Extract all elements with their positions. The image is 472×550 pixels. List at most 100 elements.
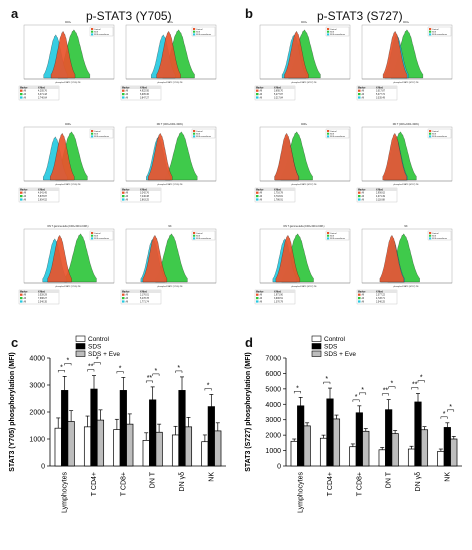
stats-gate: All bbox=[126, 198, 129, 201]
legend-swatch bbox=[327, 237, 330, 240]
stats-swatch bbox=[256, 297, 259, 300]
x-tick-label: Lymphocytes bbox=[62, 472, 69, 513]
significance-mark: * bbox=[67, 357, 70, 364]
significance-mark: ** bbox=[88, 364, 94, 371]
stats-swatch bbox=[256, 96, 259, 99]
stats-header-marker: Marker bbox=[358, 87, 366, 89]
stats-value: 2,654.52 bbox=[38, 199, 48, 201]
significance-bracket bbox=[359, 392, 367, 395]
panel-a-title: p-STAT3 (Y705) bbox=[86, 9, 172, 23]
legend-swatch bbox=[193, 130, 196, 132]
panel-d-letter: d bbox=[245, 335, 253, 350]
bar bbox=[67, 421, 75, 467]
histogram-peak bbox=[50, 31, 76, 79]
histogram-xlabel: phospho-STAT3 (S727) PE bbox=[394, 183, 420, 186]
stats-header-bg bbox=[255, 188, 295, 191]
legend-swatch bbox=[193, 232, 196, 234]
legend-swatch bbox=[429, 33, 432, 36]
legend-box bbox=[191, 128, 216, 139]
stats-value: 3,335.49 bbox=[376, 97, 386, 99]
y-tick-label: 2000 bbox=[29, 410, 45, 417]
legend-box bbox=[89, 26, 114, 37]
legend-label: SDS+everolimus bbox=[432, 34, 447, 36]
significance-mark: * bbox=[177, 365, 180, 372]
legend-label: SDS + Eve bbox=[324, 351, 356, 358]
stats-gate: All bbox=[362, 96, 365, 99]
legend-swatch bbox=[429, 28, 432, 30]
stats-swatch bbox=[122, 96, 125, 99]
legend-label: Control bbox=[88, 336, 110, 343]
stats-gate: All bbox=[24, 192, 27, 195]
legend-label: SDS bbox=[94, 236, 99, 238]
stats-value: 4,728.71 bbox=[376, 298, 386, 300]
histogram-peak bbox=[284, 31, 309, 79]
legend-label: SDS+everolimus bbox=[330, 238, 345, 240]
legend-label: SDS+everolimus bbox=[196, 238, 211, 240]
significance-mark: * bbox=[355, 394, 358, 401]
legend-swatch bbox=[429, 30, 432, 33]
legend-label: SDS bbox=[196, 236, 201, 238]
stats-header-xmed: X-Med bbox=[38, 291, 45, 293]
stats-header-xmed: X-Med bbox=[38, 189, 45, 191]
y-tick-label: 3000 bbox=[29, 383, 45, 390]
stats-gate: All bbox=[24, 297, 27, 300]
legend-label: SDS+everolimus bbox=[196, 34, 211, 36]
bar bbox=[355, 412, 363, 467]
stats-swatch bbox=[20, 191, 23, 194]
bar bbox=[326, 398, 334, 467]
y-tick-label: 7000 bbox=[265, 356, 281, 363]
stats-value: 2,863.25 bbox=[140, 199, 150, 201]
stats-gate: All bbox=[126, 96, 129, 99]
histogram-tile: DN T (CD3+/CD4-/CD8-) Control SDS SDS+evero… bbox=[356, 122, 456, 214]
stats-header-xmed: X-Med bbox=[274, 87, 281, 89]
panel-b-title: p-STAT3 (S727) bbox=[317, 9, 403, 23]
histogram-title: CD4+ bbox=[167, 21, 174, 24]
legend-swatch bbox=[327, 132, 330, 135]
legend-swatch bbox=[91, 30, 94, 33]
stats-value: 5,377.72 bbox=[376, 94, 386, 96]
panel-a-letter: a bbox=[11, 6, 19, 21]
stats-swatch bbox=[20, 198, 23, 201]
legend-swatch bbox=[429, 135, 432, 138]
legend-label: SDS + Eve bbox=[88, 351, 120, 358]
histogram-xlabel: phospho-STAT3 (S727) PE bbox=[292, 285, 318, 288]
legend-swatch bbox=[327, 232, 330, 234]
stats-gate: All bbox=[24, 96, 27, 99]
stats-gate: All bbox=[362, 294, 365, 297]
stats-value: 3,528.29 bbox=[38, 295, 48, 297]
bar bbox=[407, 448, 416, 467]
stats-swatch bbox=[20, 300, 23, 303]
stats-value: 4,922.95 bbox=[140, 91, 150, 93]
stats-header-bg bbox=[255, 290, 295, 293]
stats-value: 2,740.64 bbox=[38, 97, 48, 99]
stats-gate: All bbox=[362, 93, 365, 96]
stats-header-marker: Marker bbox=[358, 291, 366, 293]
bar bbox=[96, 419, 105, 467]
bar bbox=[443, 427, 451, 467]
stats-header-marker: Marker bbox=[122, 87, 130, 89]
significance-bracket bbox=[411, 387, 419, 390]
legend-label: Control bbox=[432, 28, 439, 31]
x-tick-label: Lymphocytes bbox=[298, 472, 305, 513]
stats-gate: All bbox=[362, 195, 365, 198]
significance-bracket bbox=[87, 369, 95, 372]
y-tick-label: 6000 bbox=[265, 371, 281, 378]
histogram-grid-a: CD3+ Control SDS SDS+everolimus phospho-STAT… bbox=[0, 0, 236, 330]
x-tick-label: T CD8+ bbox=[120, 472, 127, 496]
stats-swatch bbox=[358, 297, 361, 300]
legend-label: SDS bbox=[432, 236, 437, 238]
histogram-xlabel: phospho-STAT3 (Y705) PE bbox=[158, 81, 184, 84]
significance-bracket bbox=[323, 381, 331, 385]
bar bbox=[319, 437, 328, 467]
y-axis-label: STAT3 (S727) phosphorylation (MFI) bbox=[245, 352, 252, 472]
legend-box bbox=[191, 26, 216, 37]
significance-mark: * bbox=[443, 411, 446, 418]
significance-bracket bbox=[447, 409, 455, 412]
stats-swatch bbox=[256, 300, 259, 303]
stats-swatch bbox=[20, 297, 23, 300]
legend-swatch bbox=[429, 234, 432, 237]
histogram-title: NK bbox=[168, 225, 172, 228]
stats-value: 2,540.25 bbox=[376, 301, 386, 303]
